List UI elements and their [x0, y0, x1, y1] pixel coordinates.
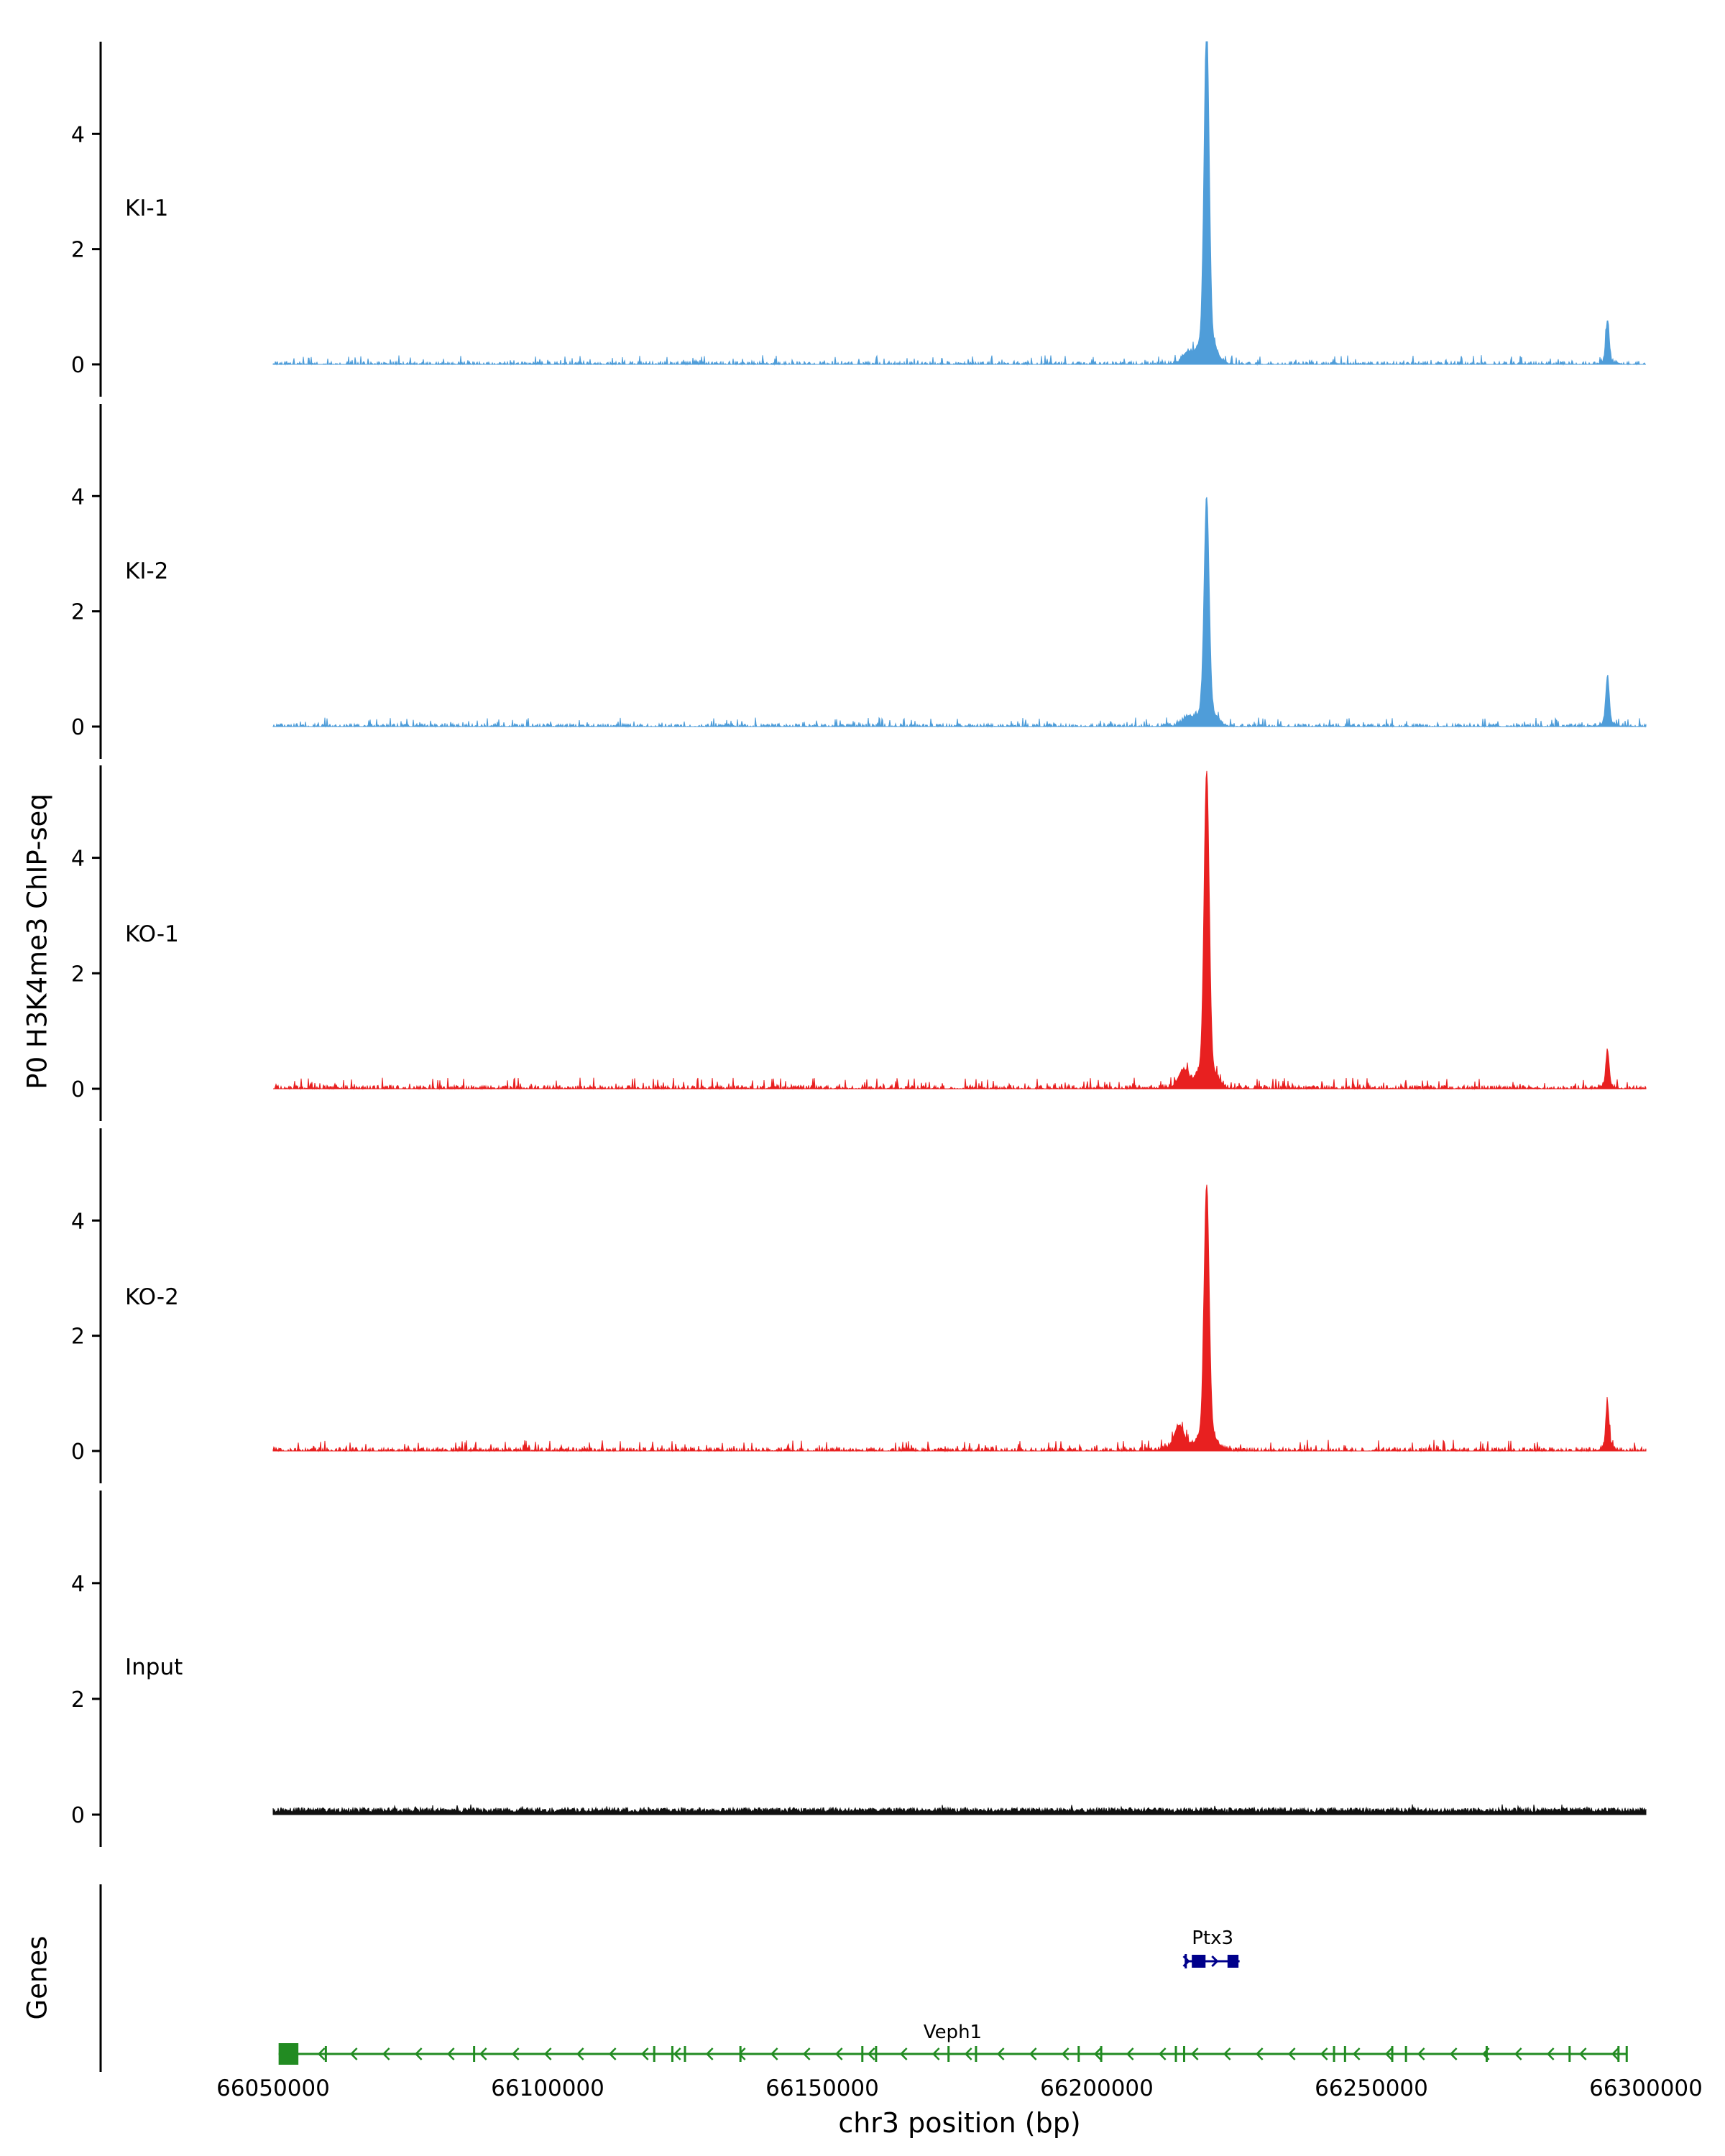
strand-arrow-left-icon: [1449, 2047, 1458, 2060]
gene-label: Ptx3: [1192, 1927, 1233, 1949]
x-tick-label: 66150000: [765, 2076, 879, 2101]
x-axis-label: chr3 position (bp): [838, 2107, 1081, 2139]
y-tick-label: 2: [71, 1325, 85, 1350]
strand-arrow-left-icon: [511, 2047, 520, 2060]
strand-arrow-left-icon: [1190, 2047, 1199, 2060]
strand-arrow-left-icon: [1061, 2047, 1070, 2060]
y-tick-label: 0: [71, 1439, 85, 1465]
genes-panel: Ptx3 Veph1: [99, 1884, 1628, 2072]
track-panel-Input: 0 2 4: [71, 1491, 1647, 1847]
strand-arrow-left-icon: [996, 2047, 1005, 2060]
strand-arrow-left-icon: [640, 2047, 649, 2060]
strand-arrow-left-icon: [770, 2047, 778, 2060]
track-panel-KI-2: 0 2 4: [71, 404, 1647, 759]
strand-arrow-left-icon: [802, 2047, 811, 2060]
strand-arrow-left-icon: [1255, 2047, 1264, 2060]
strand-arrow-left-icon: [576, 2047, 584, 2060]
strand-arrow-left-icon: [1546, 2047, 1555, 2060]
y-tick-label: 2: [71, 962, 85, 987]
y-tick-label: 4: [71, 122, 85, 147]
y-tick-label: 2: [71, 1687, 85, 1713]
signal-area-Input: [272, 1804, 1647, 1815]
strand-arrow-left-icon: [673, 2047, 681, 2060]
strand-arrow-left-icon: [382, 2047, 390, 2060]
strand-arrow-left-icon: [1320, 2047, 1328, 2060]
x-tick-label: 66300000: [1589, 2076, 1703, 2101]
strand-arrow-left-icon: [737, 2047, 746, 2060]
strand-arrow-left-icon: [349, 2047, 358, 2060]
strand-arrow-left-icon: [543, 2047, 552, 2060]
strand-arrow-right-icon: [1182, 1955, 1190, 1968]
strand-arrow-left-icon: [1514, 2047, 1522, 2060]
gene-exon-box: [1192, 1955, 1206, 1968]
track-label-ki-2: KI-2: [125, 558, 169, 584]
strand-arrow-left-icon: [1352, 2047, 1361, 2060]
track-panel-KI-1: 0 2 4: [71, 41, 1646, 397]
x-tick-label: 66200000: [1040, 2076, 1154, 2101]
strand-arrow-left-icon: [317, 2047, 326, 2060]
y-axis-label: P0 H3K4me3 ChIP-seq: [22, 793, 53, 1089]
strand-arrow-left-icon: [964, 2047, 972, 2060]
gene-Veph1: Veph1: [278, 2022, 1628, 2065]
strand-arrow-left-icon: [1578, 2047, 1587, 2060]
strand-arrow-left-icon: [1384, 2047, 1393, 2060]
strand-arrow-left-icon: [1417, 2047, 1425, 2060]
signal-area-KO-2: [272, 1184, 1647, 1452]
y-tick-label: 2: [71, 600, 85, 625]
y-tick-label: 4: [71, 1209, 85, 1234]
y-tick-label: 4: [71, 484, 85, 510]
x-tick-label: 66250000: [1315, 2076, 1428, 2101]
gene-label: Veph1: [924, 2022, 982, 2043]
gene-exon-box: [278, 2043, 299, 2065]
strand-arrow-left-icon: [1611, 2047, 1619, 2060]
gene-Ptx3: Ptx3: [1182, 1927, 1240, 1968]
track-label-input: Input: [125, 1654, 183, 1680]
strand-arrow-left-icon: [446, 2047, 455, 2060]
strand-arrow-left-icon: [1287, 2047, 1296, 2060]
strand-arrow-left-icon: [1158, 2047, 1167, 2060]
track-label-ki-1: KI-1: [125, 195, 169, 221]
strand-arrow-left-icon: [608, 2047, 617, 2060]
signal-area-KI-1: [272, 41, 1646, 366]
track-panel-KO-2: 0 2 4: [71, 1128, 1647, 1483]
y-tick-label: 0: [71, 1077, 85, 1102]
y-tick-label: 0: [71, 1803, 85, 1828]
strand-arrow-left-icon: [867, 2047, 875, 2060]
signal-area-KI-2: [272, 497, 1647, 728]
track-label-ko-2: KO-2: [125, 1284, 179, 1310]
x-tick-label: 66050000: [216, 2076, 330, 2101]
strand-arrow-left-icon: [1126, 2047, 1134, 2060]
track-label-ko-1: KO-1: [125, 921, 179, 947]
y-tick-label: 4: [71, 1572, 85, 1597]
genes-axis-label: Genes: [22, 1935, 53, 2020]
strand-arrow-left-icon: [834, 2047, 843, 2060]
strand-arrow-right-icon: [1211, 1955, 1219, 1968]
strand-arrow-left-icon: [705, 2047, 714, 2060]
signal-area-KO-1: [273, 770, 1647, 1090]
strand-arrow-left-icon: [479, 2047, 487, 2060]
track-panel-KO-1: 0 2 4: [71, 765, 1647, 1121]
x-tick-label: 66100000: [491, 2076, 604, 2101]
strand-arrow-left-icon: [1029, 2047, 1037, 2060]
strand-arrow-left-icon: [414, 2047, 423, 2060]
y-tick-label: 0: [71, 353, 85, 378]
gene-exon-box: [1227, 1955, 1239, 1968]
strand-arrow-left-icon: [1223, 2047, 1231, 2060]
strand-arrow-left-icon: [899, 2047, 908, 2060]
strand-arrow-left-icon: [932, 2047, 940, 2060]
y-tick-label: 2: [71, 238, 85, 263]
strand-arrow-left-icon: [1093, 2047, 1102, 2060]
y-tick-label: 0: [71, 715, 85, 740]
strand-arrow-left-icon: [1481, 2047, 1490, 2060]
y-tick-label: 4: [71, 847, 85, 872]
